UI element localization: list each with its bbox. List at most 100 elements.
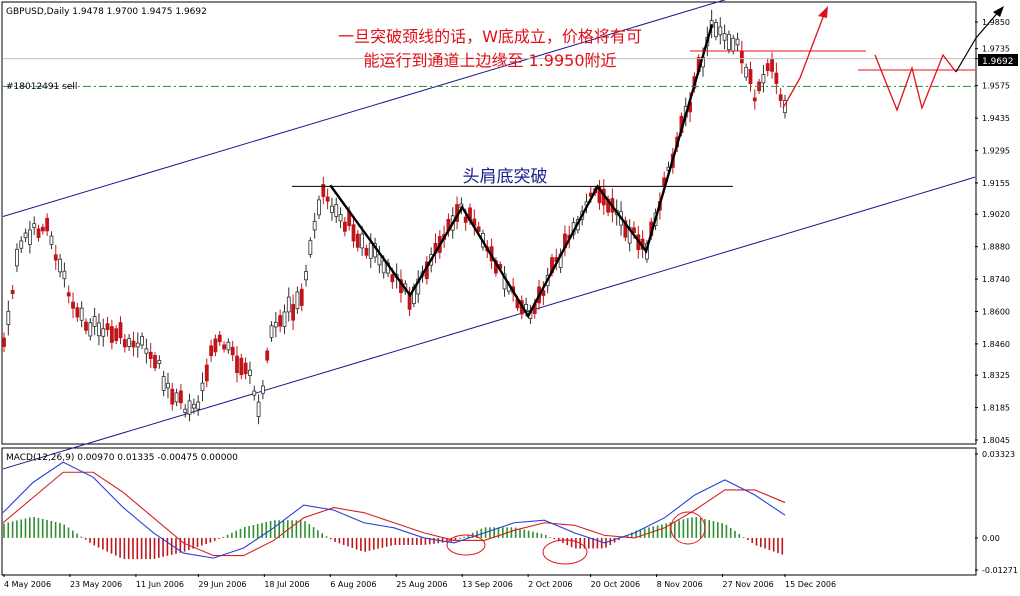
price-tick-label: 1.8880	[982, 243, 1010, 252]
macd-highlight-circle	[670, 511, 706, 545]
candle-body	[632, 227, 636, 233]
candle-body	[722, 33, 727, 41]
candle-body	[97, 322, 101, 337]
candle-body	[752, 97, 757, 102]
candle-body	[342, 221, 347, 232]
price-tick-label: 1.9020	[982, 210, 1010, 219]
candle-body	[524, 303, 529, 311]
candle-body	[79, 307, 84, 321]
annotation-line-2: 能运行到通道上边缘至 1.9950附近	[363, 51, 616, 70]
candle-body	[774, 72, 779, 84]
candle-body	[278, 315, 283, 327]
macd-tick-label: 0.00	[982, 534, 1000, 543]
candle-body	[66, 292, 71, 297]
candle-body	[321, 184, 326, 197]
candle-body	[476, 226, 481, 232]
candle-body	[45, 217, 50, 232]
time-tick-label: 6 Aug 2006	[330, 580, 376, 589]
candle-body	[364, 247, 369, 256]
time-tick-label: 23 May 2006	[70, 580, 122, 589]
candle-body	[101, 328, 106, 337]
candle-body	[355, 233, 360, 248]
candle-body	[765, 63, 770, 72]
candle-body	[88, 322, 93, 337]
candle-body	[390, 274, 395, 283]
candle-body	[330, 205, 334, 213]
candle-body	[778, 94, 783, 101]
candle-body	[295, 291, 300, 310]
macd-highlight-circle	[446, 534, 486, 556]
candle-body	[360, 233, 365, 249]
candle-body	[325, 196, 330, 202]
candle-body	[36, 228, 41, 238]
target-arrow-head	[818, 6, 828, 18]
candle-body	[144, 348, 149, 354]
candle-body	[239, 357, 244, 376]
w-projection-line	[874, 53, 957, 112]
candle-body	[222, 344, 226, 350]
candle-body	[166, 382, 170, 389]
time-tick-label: 4 May 2006	[4, 580, 51, 589]
candle-body	[15, 248, 19, 267]
price-tick-label: 1.8600	[982, 307, 1010, 316]
candle-body	[23, 232, 28, 239]
candle-body	[27, 229, 32, 245]
candle-body	[463, 216, 468, 223]
time-tick-label: 20 Oct 2006	[591, 580, 640, 589]
current-price-badge	[978, 54, 1018, 66]
time-tick-label: 29 Jun 2006	[198, 580, 246, 589]
candle-body	[109, 326, 114, 343]
time-tick-label: 18 Jul 2006	[264, 580, 309, 589]
candle-body	[204, 364, 209, 382]
price-tick-label: 1.8325	[982, 371, 1010, 380]
candle-body	[191, 403, 196, 409]
candle-body	[217, 334, 222, 343]
candle-body	[19, 240, 24, 249]
price-tick-label: 1.8740	[982, 275, 1010, 284]
candle-body	[282, 311, 287, 328]
candle-body	[541, 290, 546, 296]
time-tick-label: 8 Nov 2006	[657, 580, 703, 589]
candle-body	[286, 296, 291, 313]
breakout-arrow-line	[955, 9, 1001, 73]
target-arrow-line	[782, 11, 826, 109]
candle-body	[735, 38, 740, 46]
candle-body	[312, 221, 317, 231]
candle-body	[153, 355, 157, 369]
annotation-line-1: 一旦突破颈线的话，W底成立，价格将有可	[338, 27, 642, 46]
candle-body	[84, 321, 88, 331]
candle-body	[727, 33, 731, 50]
candle-body	[114, 328, 119, 341]
candle-body	[6, 310, 11, 325]
candle-body	[252, 390, 257, 396]
macd-pane	[1, 447, 977, 576]
candle-body	[338, 214, 343, 222]
macd-highlight-circle	[542, 539, 588, 565]
candle-body	[174, 392, 179, 403]
candle-body	[308, 240, 313, 255]
candle-body	[183, 408, 188, 413]
candle-body	[32, 223, 37, 228]
price-tick-label: 1.8045	[982, 436, 1010, 445]
breakout-arrow-head	[993, 6, 1004, 17]
price-tick-label: 1.8185	[982, 404, 1010, 413]
candle-body	[291, 304, 295, 321]
candle-body	[53, 254, 58, 261]
candle-body	[148, 351, 153, 359]
candle-body	[209, 345, 214, 357]
candle-body	[368, 242, 373, 259]
candle-body	[770, 59, 774, 72]
candle-body	[49, 235, 54, 245]
candle-body	[748, 69, 753, 85]
symbol-info-label: GBPUSD,Daily 1.9478 1.9700 1.9475 1.9692	[6, 7, 207, 17]
candle-body	[170, 388, 175, 405]
candle-body	[273, 321, 278, 328]
price-tick-label: 1.9295	[982, 147, 1010, 156]
candle-body	[92, 316, 97, 327]
price-tick-label: 1.9435	[982, 114, 1010, 123]
sell-order-label[interactable]: #18012491 sell	[6, 82, 77, 92]
price-pane	[1, 1, 977, 445]
candle-body	[187, 400, 192, 415]
